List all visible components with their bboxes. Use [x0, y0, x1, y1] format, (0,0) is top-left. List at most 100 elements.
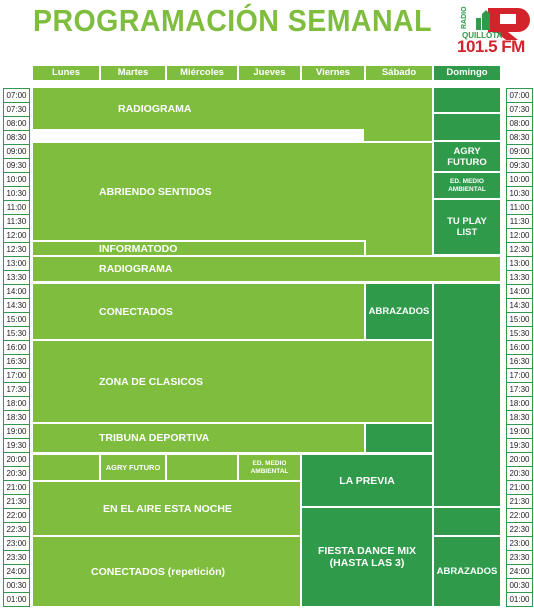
day-header-viernes: Viernes — [302, 66, 364, 80]
time-slot-label: 11:30 — [3, 214, 30, 229]
time-slot-label: 23:30 — [506, 550, 533, 565]
time-slot-label: 18:00 — [506, 396, 533, 411]
time-slot-label: 15:30 — [506, 326, 533, 341]
program-sunday-morning-2 — [434, 114, 500, 140]
time-slot-label: 07:30 — [3, 102, 30, 117]
time-slot-label: 15:00 — [3, 312, 30, 327]
time-slot-label: 18:00 — [3, 396, 30, 411]
time-slot-label: 22:00 — [3, 508, 30, 523]
svg-text:QUILLOTA: QUILLOTA — [462, 31, 503, 40]
time-slot-label: 08:30 — [3, 130, 30, 145]
time-slot-label: 20:30 — [506, 466, 533, 481]
time-slot-label: 16:00 — [506, 340, 533, 355]
radio-quillota-logo: RADIO QUILLOTA — [461, 6, 530, 40]
time-slot-label: 23:00 — [506, 536, 533, 551]
day-header-miercoles: Miércoles — [167, 66, 237, 80]
program-monday-evening-slot — [33, 455, 99, 480]
time-slot-label: 24:00 — [506, 564, 533, 579]
time-slot-label: 09:00 — [3, 144, 30, 159]
time-slot-label: 01:00 — [506, 592, 533, 607]
time-slot-label: 17:00 — [506, 368, 533, 383]
program-sunday-night-slot — [434, 508, 500, 535]
program-saturday-evening — [366, 424, 432, 452]
time-slot-label: 09:30 — [3, 158, 30, 173]
program-tribuna-deportiva: TRIBUNA DEPORTIVA — [33, 424, 364, 452]
time-slot-label: 12:30 — [506, 242, 533, 257]
time-slot-label: 16:30 — [506, 354, 533, 369]
program-abrazados-sunday: ABRAZADOS — [434, 537, 500, 606]
program-en-el-aire-esta-noche: EN EL AIRE ESTA NOCHE — [33, 482, 300, 535]
time-slot-label: 19:00 — [3, 424, 30, 439]
program-radiograma-morning: RADIOGRAMA — [33, 88, 432, 129]
time-slot-label: 20:00 — [3, 452, 30, 467]
time-slot-label: 08:00 — [3, 116, 30, 131]
program-informatodo: INFORMATODO — [33, 242, 364, 255]
time-slot-label: 21:00 — [3, 480, 30, 495]
time-slot-label: 21:30 — [506, 494, 533, 509]
time-slot-label: 10:30 — [506, 186, 533, 201]
time-slot-label: 13:30 — [3, 270, 30, 285]
time-slot-label: 00:30 — [3, 578, 30, 593]
program-conectados: CONECTADOS — [33, 284, 364, 339]
time-slot-label: 14:00 — [506, 284, 533, 299]
day-header-domingo: Domingo — [434, 66, 500, 80]
time-slot-label: 13:00 — [3, 256, 30, 271]
time-slot-label: 10:00 — [506, 172, 533, 187]
day-header-martes: Martes — [101, 66, 165, 80]
time-slot-label: 11:00 — [506, 200, 533, 215]
program-sunday-morning-1 — [434, 88, 500, 112]
time-slot-label: 10:00 — [3, 172, 30, 187]
time-slot-label: 23:30 — [3, 550, 30, 565]
time-slot-label: 21:00 — [506, 480, 533, 495]
program-saturday-morning-extension — [364, 129, 432, 141]
time-slot-label: 13:30 — [506, 270, 533, 285]
time-slot-label: 13:00 — [506, 256, 533, 271]
time-slot-label: 22:30 — [3, 522, 30, 537]
time-slot-label: 15:00 — [506, 312, 533, 327]
time-slot-label: 01:00 — [3, 592, 30, 607]
program-ed-medio-ambiental-weekday: ED. MEDIO AMBIENTAL — [239, 455, 300, 480]
time-slot-label: 14:30 — [3, 298, 30, 313]
program-zona-de-clasicos: ZONA DE CLASICOS — [33, 341, 432, 422]
time-slot-label: 17:30 — [3, 382, 30, 397]
time-slot-label: 21:30 — [3, 494, 30, 509]
time-slot-label: 17:30 — [506, 382, 533, 397]
time-slot-label: 11:30 — [506, 214, 533, 229]
time-slot-label: 18:30 — [3, 410, 30, 425]
program-saturday-midday — [366, 240, 432, 255]
program-la-previa: LA PREVIA — [302, 455, 432, 506]
time-slot-label: 08:30 — [506, 130, 533, 145]
program-sunday-afternoon — [434, 284, 500, 506]
time-slot-label: 08:00 — [506, 116, 533, 131]
time-slot-label: 22:00 — [506, 508, 533, 523]
time-slot-label: 18:30 — [506, 410, 533, 425]
time-slot-label: 12:00 — [506, 228, 533, 243]
time-slot-label: 24:00 — [3, 564, 30, 579]
time-slot-label: 15:30 — [3, 326, 30, 341]
program-fiesta-dance-mix: FIESTA DANCE MIX (HASTA LAS 3) — [302, 508, 432, 606]
page-title: PROGRAMACIÓN SEMANAL — [33, 3, 432, 38]
program-agry-futuro-sunday: AGRY FUTURO — [434, 142, 500, 171]
program-abriendo-sentidos: ABRIENDO SENTIDOS — [33, 143, 432, 240]
frequency-label: 101.5 FM — [457, 37, 525, 56]
time-slot-label: 17:00 — [3, 368, 30, 383]
time-slot-label: 14:00 — [3, 284, 30, 299]
time-slot-label: 00:30 — [506, 578, 533, 593]
time-slot-label: 07:00 — [506, 88, 533, 103]
program-abrazados-saturday: ABRAZADOS — [366, 284, 432, 339]
time-slot-label: 11:00 — [3, 200, 30, 215]
time-slot-label: 19:00 — [506, 424, 533, 439]
time-slot-label: 09:30 — [506, 158, 533, 173]
time-slot-label: 20:00 — [506, 452, 533, 467]
program-conectados-repeticion: CONECTADOS (repetición) — [33, 537, 300, 606]
time-slot-label: 23:00 — [3, 536, 30, 551]
time-slot-label: 19:30 — [506, 438, 533, 453]
day-header-jueves: Jueves — [239, 66, 300, 80]
time-slot-label: 07:00 — [3, 88, 30, 103]
time-slot-label: 19:30 — [3, 438, 30, 453]
program-ed-medio-ambiental-sunday: ED. MEDIO AMBIENTAL — [434, 173, 500, 198]
time-slot-label: 16:00 — [3, 340, 30, 355]
time-slot-label: 12:30 — [3, 242, 30, 257]
day-header-lunes: Lunes — [33, 66, 99, 80]
time-slot-label: 07:30 — [506, 102, 533, 117]
